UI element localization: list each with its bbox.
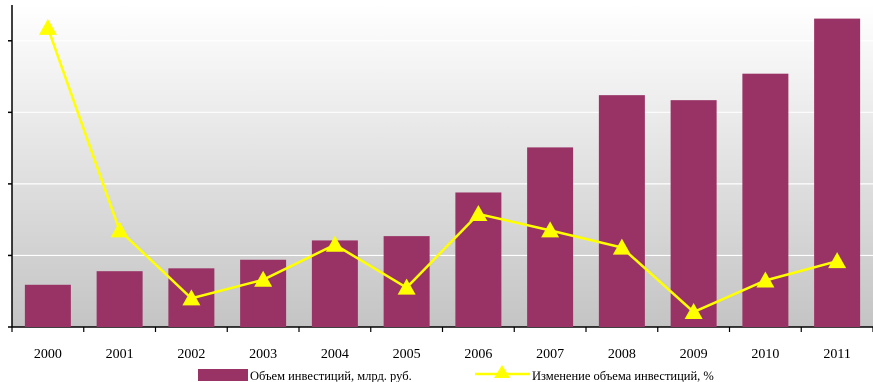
x-tick-label: 2004: [321, 347, 349, 362]
x-tick-label: 2001: [106, 347, 134, 362]
line-point: [756, 271, 775, 288]
bar-series: [24, 18, 861, 328]
x-tick-label: 2007: [536, 347, 564, 362]
line-series: [38, 18, 847, 319]
line-point: [612, 238, 631, 255]
line-point: [397, 278, 416, 295]
bar: [240, 259, 287, 327]
line-point: [254, 270, 273, 287]
legend-swatch-bars: [198, 369, 248, 381]
line-point: [38, 18, 57, 35]
x-tick-label: 2003: [249, 347, 277, 362]
line-point: [541, 221, 560, 238]
x-tick-label: 2000: [34, 347, 62, 362]
x-tick-label: 2010: [751, 347, 779, 362]
bar: [814, 18, 861, 328]
bar: [742, 73, 789, 328]
line-point: [684, 302, 703, 319]
x-tick-label: 2008: [608, 347, 636, 362]
bar: [24, 284, 71, 327]
x-tick-label: 2011: [823, 347, 850, 362]
line-point: [182, 289, 201, 306]
x-tick-label: 2006: [464, 347, 492, 362]
x-axis-labels: 2000 2001 2002 2003 2004 2005 2006 2007 2008 2009…: [34, 347, 851, 362]
plot-area: [12, 5, 873, 327]
gridlines: [12, 40, 873, 257]
x-tick-label: 2002: [177, 347, 205, 362]
bar: [670, 100, 717, 328]
legend: Объем инвестиций, млрд. руб. Изменение о…: [198, 365, 714, 382]
line-point: [325, 235, 344, 252]
x-tick-label: 2009: [680, 347, 708, 362]
line-point: [469, 204, 488, 221]
series-line: [46, 27, 838, 314]
x-tick-label: 2005: [393, 347, 421, 362]
legend-label-bars: Объем инвестиций, млрд. руб.: [250, 369, 412, 382]
bar: [96, 271, 143, 327]
legend-marker-triangle: [494, 365, 510, 378]
bar: [598, 95, 645, 327]
axes: [8, 5, 873, 332]
line-point: [110, 221, 129, 238]
line-point: [828, 252, 847, 269]
legend-label-line: Изменение объема инвестиций, %: [532, 369, 714, 382]
